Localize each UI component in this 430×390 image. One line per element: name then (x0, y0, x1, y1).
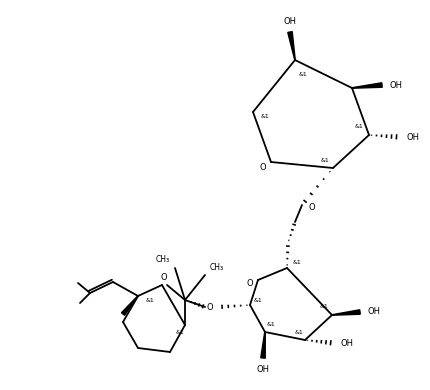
Text: &1: &1 (319, 305, 328, 310)
Polygon shape (351, 83, 381, 88)
Text: OH: OH (283, 18, 296, 27)
Text: O: O (160, 273, 167, 282)
Text: &1: &1 (175, 330, 184, 335)
Text: OH: OH (340, 339, 353, 347)
Text: &1: &1 (260, 113, 269, 119)
Text: O: O (259, 163, 266, 172)
Text: &1: &1 (266, 321, 275, 326)
Text: &1: &1 (292, 261, 301, 266)
Text: CH₃: CH₃ (156, 255, 169, 264)
Text: &1: &1 (298, 71, 307, 76)
Polygon shape (121, 296, 138, 315)
Polygon shape (287, 32, 295, 60)
Text: O: O (206, 303, 213, 312)
Text: OH: OH (367, 307, 380, 317)
Text: OH: OH (389, 80, 402, 89)
Text: &1: &1 (294, 330, 303, 335)
Text: CH₃: CH₃ (209, 262, 224, 271)
Text: OH: OH (256, 365, 269, 374)
Text: O: O (308, 202, 315, 211)
Text: &1: &1 (145, 298, 154, 303)
Text: &1: &1 (320, 158, 329, 163)
Text: O: O (246, 280, 253, 289)
Polygon shape (260, 332, 264, 358)
Text: &1: &1 (253, 298, 262, 303)
Polygon shape (331, 310, 359, 315)
Text: OH: OH (405, 133, 418, 142)
Text: &1: &1 (354, 124, 362, 129)
